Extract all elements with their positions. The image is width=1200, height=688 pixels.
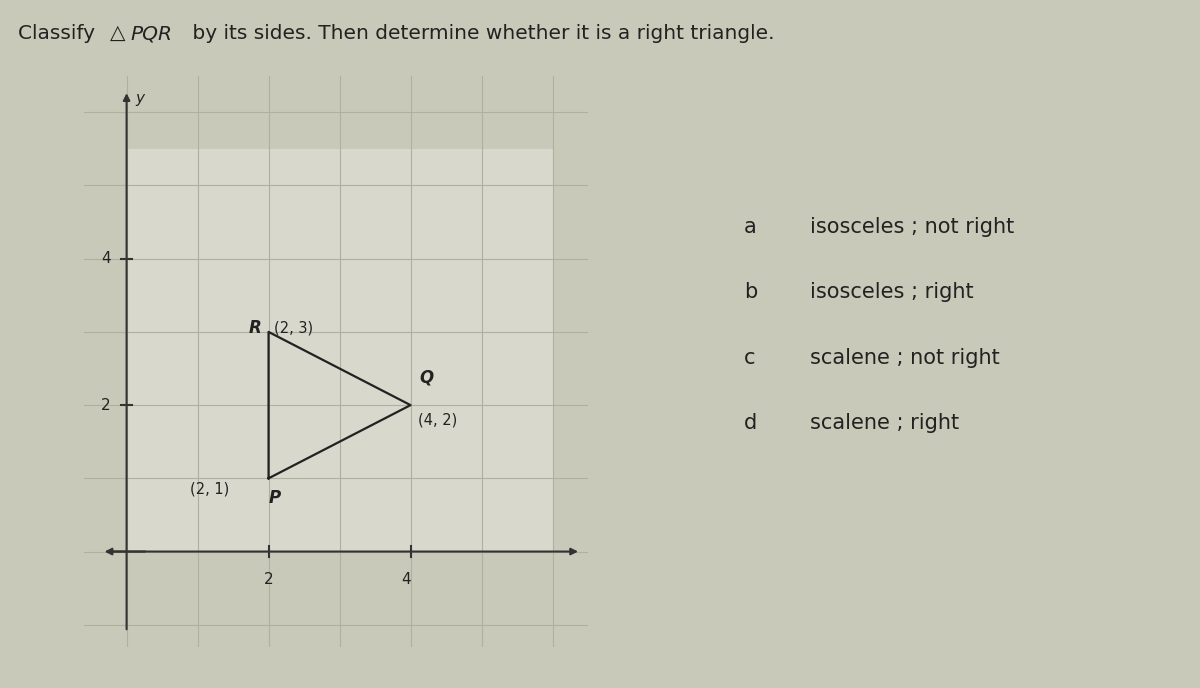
Text: (2, 3): (2, 3) [275,321,313,336]
Text: △: △ [110,24,126,43]
Text: 2: 2 [264,572,274,587]
Text: 4: 4 [401,572,410,587]
Text: y: y [136,92,144,107]
Text: (2, 1): (2, 1) [191,482,229,497]
Text: d: d [744,413,757,433]
Text: Q: Q [419,369,433,387]
Bar [126,149,552,552]
Text: by its sides. Then determine whether it is a right triangle.: by its sides. Then determine whether it … [186,24,774,43]
Text: 2: 2 [101,398,110,413]
Text: PQR: PQR [131,24,173,43]
Text: 4: 4 [101,251,110,266]
Text: c: c [744,347,756,368]
Text: R: R [248,319,262,337]
Text: scalene ; not right: scalene ; not right [810,347,1000,368]
Text: scalene ; right: scalene ; right [810,413,959,433]
Text: a: a [744,217,757,237]
Text: isosceles ; not right: isosceles ; not right [810,217,1014,237]
Text: isosceles ; right: isosceles ; right [810,282,973,303]
Text: (4, 2): (4, 2) [418,412,457,427]
Text: P: P [268,489,281,507]
Text: Classify: Classify [18,24,101,43]
Text: b: b [744,282,757,303]
